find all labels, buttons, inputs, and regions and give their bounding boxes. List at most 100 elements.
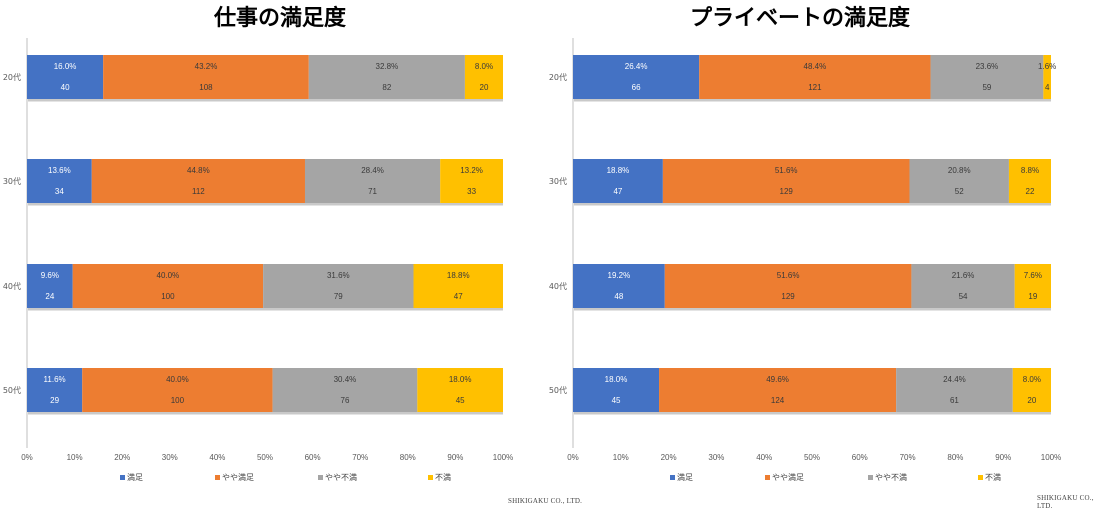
- data-label-percent: 44.8%: [187, 166, 210, 175]
- bar-segment-satisfied: [573, 264, 665, 308]
- x-tick-label: 70%: [352, 453, 368, 462]
- data-label-count: 48: [614, 292, 623, 301]
- bar-shadow: [28, 412, 503, 415]
- data-label-percent: 13.2%: [460, 166, 483, 175]
- data-label-count: 54: [959, 292, 968, 301]
- bar-segment-dissatisfied: [1012, 368, 1051, 412]
- x-tick-label: 20%: [114, 453, 130, 462]
- bar-segment-somewhat-dissatisfied: [911, 264, 1015, 308]
- bar-shadow: [574, 99, 1051, 102]
- data-label-count: 82: [382, 83, 391, 92]
- x-tick-label: 60%: [852, 453, 868, 462]
- bar-segment-somewhat-dissatisfied: [304, 159, 441, 203]
- bar-segment-somewhat-dissatisfied: [272, 368, 418, 412]
- y-category-label: 40代: [549, 281, 567, 291]
- bar-segment-dissatisfied: [1014, 264, 1051, 308]
- legend-label-dissatisfied: 不満: [985, 473, 1001, 482]
- legend-label-somewhat-dissatisfied: やや不満: [325, 473, 357, 482]
- data-label-percent: 24.4%: [943, 375, 966, 384]
- bar-segment-somewhat-satisfied: [91, 159, 305, 203]
- bar-segment-somewhat-dissatisfied: [263, 264, 414, 308]
- legend-label-satisfied: 満足: [677, 473, 693, 482]
- legend-swatch-somewhat-satisfied: [215, 475, 220, 480]
- data-label-percent: 7.6%: [1024, 271, 1042, 280]
- data-label-count: 52: [955, 187, 964, 196]
- chart-title-private: プライベートの満足度: [689, 5, 910, 31]
- legend-label-somewhat-satisfied: やや満足: [772, 473, 804, 482]
- data-label-percent: 18.8%: [447, 271, 470, 280]
- data-label-percent: 28.4%: [361, 166, 384, 175]
- bar-segment-somewhat-dissatisfied: [896, 368, 1013, 412]
- bar-segment-dissatisfied: [1043, 55, 1051, 99]
- bar-shadow: [574, 308, 1051, 311]
- bar-segment-satisfied: [27, 55, 104, 99]
- legend-swatch-satisfied: [670, 475, 675, 480]
- x-tick-label: 80%: [400, 453, 416, 462]
- data-label-count: 129: [781, 292, 795, 301]
- bar-segment-somewhat-satisfied: [664, 264, 912, 308]
- bar-segment-somewhat-dissatisfied: [308, 55, 465, 99]
- data-label-count: 100: [171, 396, 185, 405]
- data-label-percent: 43.2%: [195, 62, 218, 71]
- data-label-percent: 8.0%: [475, 62, 493, 71]
- data-label-percent: 18.0%: [449, 375, 472, 384]
- data-label-count: 47: [613, 187, 622, 196]
- legend-label-somewhat-satisfied: やや満足: [222, 473, 254, 482]
- legend-swatch-dissatisfied: [428, 475, 433, 480]
- y-category-label: 50代: [3, 385, 21, 395]
- data-label-percent: 23.6%: [976, 62, 999, 71]
- bar-segment-somewhat-satisfied: [82, 368, 273, 412]
- data-label-percent: 26.4%: [625, 62, 648, 71]
- data-label-percent: 1.6%: [1038, 62, 1056, 71]
- company-credit: SHIKIGAKU CO., LTD.: [1037, 494, 1094, 510]
- x-tick-label: 70%: [900, 453, 916, 462]
- bar-segment-dissatisfied: [440, 159, 503, 203]
- data-label-percent: 21.6%: [952, 271, 975, 280]
- data-label-percent: 13.6%: [48, 166, 71, 175]
- data-label-count: 76: [341, 396, 350, 405]
- legend-swatch-satisfied: [120, 475, 125, 480]
- y-category-label: 20代: [549, 72, 567, 82]
- data-label-count: 112: [192, 187, 205, 196]
- data-label-percent: 20.8%: [948, 166, 971, 175]
- data-label-percent: 40.0%: [157, 271, 180, 280]
- data-label-count: 129: [780, 187, 794, 196]
- data-label-percent: 49.6%: [766, 375, 789, 384]
- legend-swatch-dissatisfied: [978, 475, 983, 480]
- x-tick-label: 50%: [257, 453, 273, 462]
- data-label-percent: 48.4%: [804, 62, 827, 71]
- legend-label-satisfied: 満足: [127, 473, 143, 482]
- x-tick-label: 30%: [162, 453, 178, 462]
- data-label-count: 100: [161, 292, 175, 301]
- bar-shadow: [574, 203, 1051, 206]
- y-category-label: 30代: [3, 176, 21, 186]
- legend-swatch-somewhat-satisfied: [765, 475, 770, 480]
- bar-segment-dissatisfied: [1008, 159, 1051, 203]
- data-label-count: 45: [612, 396, 621, 405]
- bar-segment-somewhat-satisfied: [699, 55, 931, 99]
- bar-segment-somewhat-satisfied: [72, 264, 264, 308]
- y-category-label: 40代: [3, 281, 21, 291]
- y-category-label: 20代: [3, 72, 21, 82]
- data-label-percent: 11.6%: [44, 375, 66, 384]
- legend-swatch-somewhat-dissatisfied: [868, 475, 873, 480]
- bar-shadow: [28, 99, 503, 102]
- bar-segment-somewhat-satisfied: [659, 368, 897, 412]
- data-label-count: 47: [454, 292, 463, 301]
- x-tick-label: 100%: [493, 453, 513, 462]
- data-label-count: 20: [1027, 396, 1036, 405]
- data-label-percent: 8.0%: [1023, 375, 1041, 384]
- data-label-percent: 32.8%: [376, 62, 399, 71]
- data-label-percent: 30.4%: [334, 375, 357, 384]
- chart-title-work: 仕事の満足度: [213, 5, 346, 31]
- data-label-percent: 51.6%: [777, 271, 800, 280]
- bar-segment-somewhat-dissatisfied: [930, 55, 1044, 99]
- data-label-count: 4: [1045, 83, 1050, 92]
- data-label-count: 59: [982, 83, 991, 92]
- bar-segment-satisfied: [573, 368, 660, 412]
- data-label-percent: 31.6%: [327, 271, 350, 280]
- x-tick-label: 90%: [447, 453, 463, 462]
- data-label-count: 22: [1026, 187, 1035, 196]
- data-label-count: 33: [467, 187, 476, 196]
